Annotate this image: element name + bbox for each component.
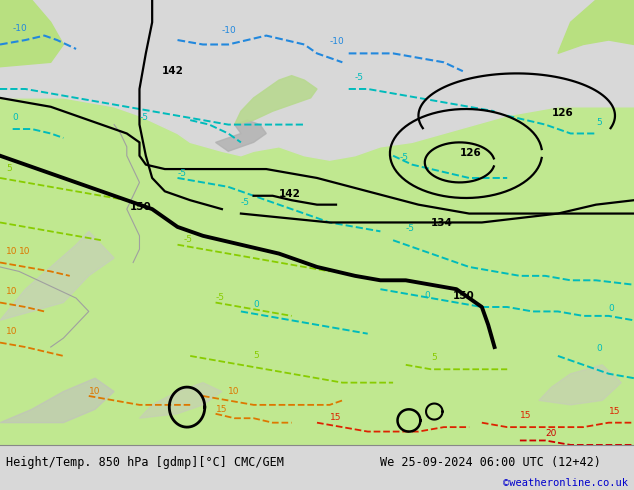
Text: 5: 5	[431, 353, 437, 363]
Text: 10: 10	[89, 387, 100, 396]
Text: 0: 0	[609, 304, 614, 314]
Text: We 25-09-2024 06:00 UTC (12+42): We 25-09-2024 06:00 UTC (12+42)	[380, 457, 601, 469]
Polygon shape	[0, 231, 114, 320]
Polygon shape	[235, 75, 317, 124]
Text: 142: 142	[279, 189, 301, 198]
Text: 0: 0	[425, 291, 430, 300]
Text: 10: 10	[6, 246, 18, 256]
Text: 5: 5	[596, 118, 602, 126]
Polygon shape	[539, 365, 621, 405]
Text: -10: -10	[13, 24, 27, 33]
Text: ©weatheronline.co.uk: ©weatheronline.co.uk	[503, 478, 628, 488]
Text: 5: 5	[254, 351, 259, 360]
Text: 10: 10	[228, 387, 240, 396]
Text: -5: -5	[178, 169, 186, 178]
Text: 134: 134	[431, 219, 453, 228]
Text: -10: -10	[222, 26, 236, 35]
Text: 15: 15	[520, 411, 531, 420]
Polygon shape	[216, 120, 266, 151]
Polygon shape	[558, 0, 634, 53]
Text: -5: -5	[241, 197, 250, 207]
Text: -5: -5	[216, 294, 224, 302]
Text: 0: 0	[254, 300, 259, 309]
Text: 10: 10	[6, 287, 18, 295]
Polygon shape	[0, 0, 634, 160]
Text: 10: 10	[19, 246, 30, 256]
Text: 20: 20	[545, 429, 557, 438]
Text: 126: 126	[460, 148, 481, 158]
Text: -5: -5	[139, 113, 148, 122]
Text: 0: 0	[13, 113, 18, 122]
Text: -10: -10	[330, 38, 344, 47]
Text: 15: 15	[216, 405, 227, 414]
Text: -5: -5	[399, 153, 408, 162]
Polygon shape	[0, 0, 63, 67]
Text: Height/Temp. 850 hPa [gdmp][°C] CMC/GEM: Height/Temp. 850 hPa [gdmp][°C] CMC/GEM	[6, 457, 284, 469]
Text: 150: 150	[453, 291, 475, 301]
Text: 0: 0	[596, 344, 602, 353]
Text: 15: 15	[330, 414, 341, 422]
Polygon shape	[139, 383, 222, 418]
Polygon shape	[0, 0, 634, 445]
Polygon shape	[0, 378, 114, 423]
Text: 142: 142	[162, 66, 184, 76]
Text: -5: -5	[355, 73, 364, 82]
Text: 15: 15	[609, 407, 620, 416]
Text: -5: -5	[184, 236, 193, 245]
Text: 126: 126	[552, 108, 573, 119]
Text: 150: 150	[130, 202, 152, 212]
Text: 5: 5	[6, 164, 12, 173]
Text: 10: 10	[6, 327, 18, 336]
Text: -5: -5	[406, 224, 415, 233]
